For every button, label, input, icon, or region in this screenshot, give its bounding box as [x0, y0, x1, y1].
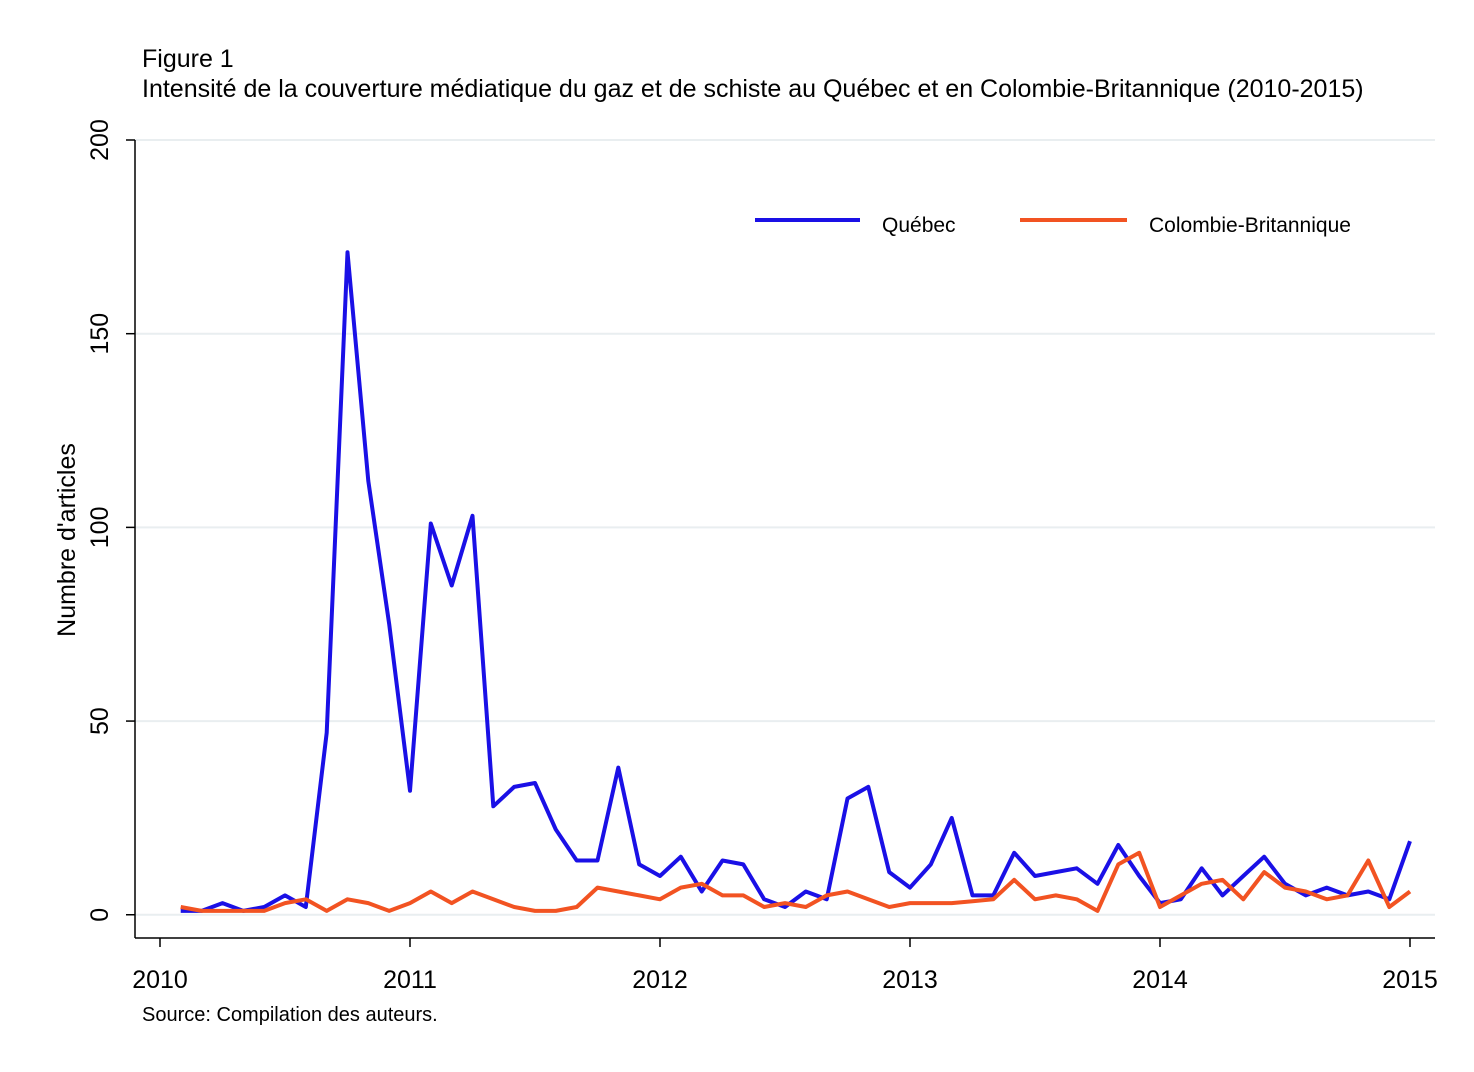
- legend-label-1: Colombie-Britannique: [1149, 214, 1351, 237]
- legend: Québec Colombie-Britannique: [755, 214, 1351, 237]
- axes: 0 50 100 150 200 2010 2011 2012 2013 2014 2015: [86, 119, 1438, 994]
- x-tick-label: 2012: [632, 966, 688, 994]
- series-line-0: [180, 250, 1412, 913]
- legend-label-0: Québec: [882, 214, 956, 237]
- figure-title: Intensité de la couverture médiatique du…: [142, 75, 1364, 103]
- y-tick-label: 50: [86, 707, 114, 735]
- y-tick-label: 0: [86, 908, 114, 922]
- y-tick-label: 150: [86, 313, 114, 355]
- figure-label: Figure 1: [142, 45, 234, 73]
- y-tick-label: 200: [86, 119, 114, 161]
- x-tick-label: 2014: [1132, 966, 1188, 994]
- y-axis-title: Numbre d'articles: [53, 443, 81, 637]
- series-line-1: [180, 850, 1412, 913]
- gridlines: [135, 139, 1435, 916]
- x-tick-label: 2015: [1382, 966, 1438, 994]
- x-tick-label: 2011: [383, 966, 437, 994]
- series-lines: [180, 250, 1412, 913]
- source-note: Source: Compilation des auteurs.: [142, 1004, 438, 1026]
- x-tick-label: 2010: [132, 966, 188, 994]
- y-tick-label: 100: [86, 507, 114, 549]
- x-tick-label: 2013: [882, 966, 938, 994]
